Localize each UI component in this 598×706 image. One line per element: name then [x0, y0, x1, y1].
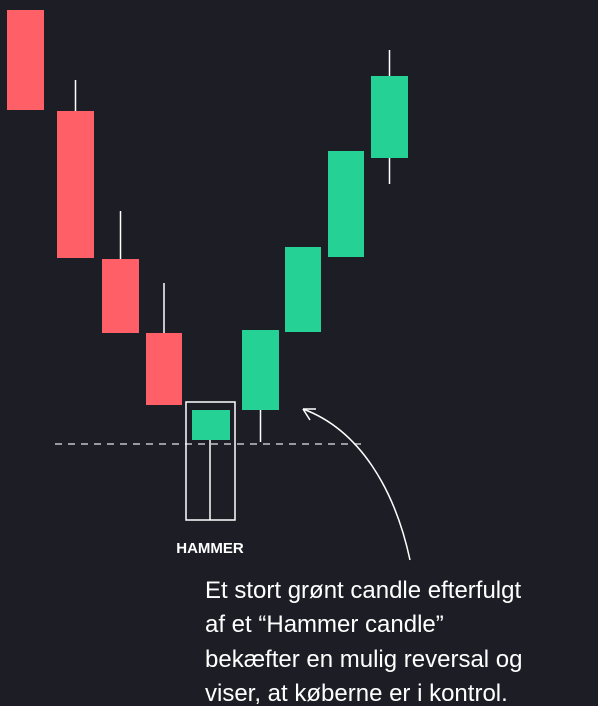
arrow-head [302, 408, 316, 421]
candle [57, 111, 94, 258]
candle [7, 10, 44, 110]
candle [242, 330, 279, 410]
hammer-label: HAMMER [176, 540, 244, 557]
candle [285, 247, 321, 332]
candles [7, 10, 408, 521]
candle [192, 410, 230, 440]
candle [328, 151, 364, 257]
candle [146, 333, 182, 405]
annotation-line: Et stort grønt candle efterfulgt [205, 577, 521, 604]
arrow [302, 408, 411, 561]
candle [371, 76, 408, 158]
annotation-line: viser, at køberne er i kontrol. [205, 680, 508, 706]
annotation: Et stort grønt candle efterfulgt af et “… [205, 577, 522, 706]
candle [102, 259, 139, 333]
annotation-line: af et “Hammer candle” [205, 611, 444, 638]
annotation-line: bekæfter en mulig reversal og [205, 646, 522, 673]
